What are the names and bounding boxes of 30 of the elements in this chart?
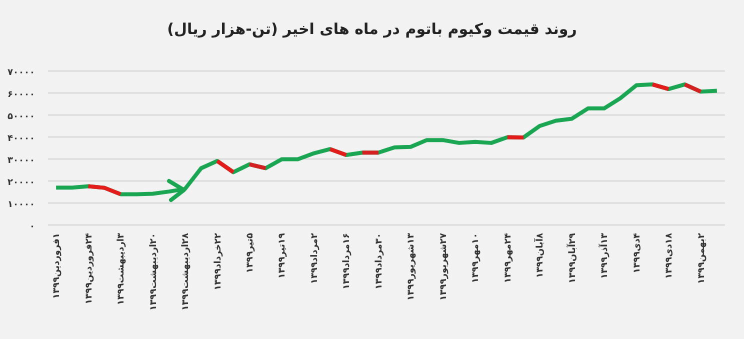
y-tick-label: ۴۰۰۰۰ [8,134,35,144]
x-tick-label: ۲۷شهریور۱۳۹۹ [438,232,449,301]
x-tick-label: ۵تیر۱۳۹۹ [245,232,256,274]
x-tick-label: ۲۴مهر۱۳۹۹ [503,232,514,284]
x-tick-label: ۱۸دی۱۳۹۹ [664,232,675,279]
x-tick-label: ۳اردیبهشت۱۳۹۹ [116,232,127,306]
x-tick-label: ۲مرداد۱۳۹۹ [310,232,320,284]
y-tick-label: ۳۰۰۰۰ [8,156,35,166]
x-tick-label: ۱۰مهر۱۳۹۹ [471,233,482,284]
y-tick-label: ۲۰۰۰۰ [8,178,35,188]
y-tick-label: ۰ [30,222,35,232]
x-tick-label: ۳۰مرداد۱۳۹۹ [374,233,384,290]
x-tick-label: ۲۸اردیبهشت۱۳۹۹ [181,232,192,311]
y-tick-label: ۶۰۰۰۰ [8,90,35,100]
chart-title: روند قیمت وکیوم باتوم در ماه های اخیر (تن-هزار ریال) [167,20,577,38]
y-tick-label: ۱۰۰۰۰ [8,200,35,210]
x-tick-label: ۲بهمن۱۳۹۹ [696,232,707,284]
x-tick-label: ۱۳شهریور۱۳۹۹ [406,232,417,301]
x-tick-label: ۸آبان۱۳۹۹ [534,232,546,278]
x-tick-label: ۴دی۱۳۹۹ [632,232,642,274]
x-tick-label: ۲۴فروردین۱۳۹۹ [84,232,94,304]
x-tick-label: ۱۹تیر۱۳۹۹ [278,232,288,279]
x-tick-label: ۲۰اردیبهشت۱۳۹۹ [148,233,159,311]
x-tick-label: ۱فروردین۱۳۹۹ [52,233,62,299]
x-tick-label: ۱۳آذر۱۳۹۹ [598,232,610,279]
x-tick-label: ۲۹آبان۱۳۹۹ [566,232,578,284]
y-tick-label: ۵۰۰۰۰ [8,112,35,122]
x-tick-label: ۱۶مرداد۱۳۹۹ [342,233,352,290]
x-tick-label: ۲۲خرداد۱۳۹۹ [213,232,224,290]
y-tick-label: ۷۰۰۰۰ [8,68,35,78]
